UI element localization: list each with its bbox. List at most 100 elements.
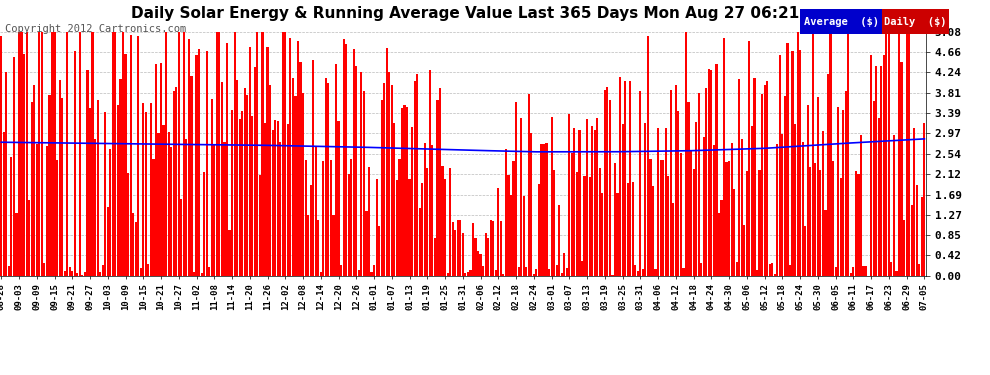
Bar xyxy=(664,128,667,276)
Bar xyxy=(391,85,393,276)
Bar xyxy=(736,262,738,276)
Bar xyxy=(865,266,867,276)
Bar xyxy=(878,118,880,276)
Bar xyxy=(685,32,687,276)
Bar xyxy=(125,54,127,276)
Bar xyxy=(469,270,471,276)
Bar xyxy=(320,272,322,276)
Bar xyxy=(913,128,916,276)
Bar xyxy=(343,39,345,276)
Bar xyxy=(427,168,429,276)
Bar xyxy=(386,48,388,276)
Bar xyxy=(365,210,367,276)
Bar xyxy=(203,172,205,276)
Bar xyxy=(599,168,601,276)
Bar xyxy=(761,93,763,276)
Bar xyxy=(172,91,175,276)
Bar xyxy=(190,76,192,276)
Bar xyxy=(852,267,854,276)
Bar xyxy=(256,28,258,276)
Bar xyxy=(248,47,250,276)
Bar xyxy=(140,268,142,276)
Bar xyxy=(154,63,157,276)
Bar xyxy=(622,124,624,276)
Bar xyxy=(657,128,659,276)
Bar xyxy=(703,137,705,276)
Bar xyxy=(229,230,231,276)
Bar xyxy=(654,269,656,276)
Bar xyxy=(840,177,842,276)
Bar xyxy=(662,160,664,276)
Bar xyxy=(338,121,340,276)
Bar xyxy=(328,83,330,276)
Bar xyxy=(888,28,890,276)
Bar xyxy=(170,147,172,276)
Bar xyxy=(325,78,327,276)
Bar xyxy=(305,160,307,276)
Bar xyxy=(640,91,642,276)
Bar xyxy=(294,96,297,276)
Bar xyxy=(924,123,926,276)
Bar xyxy=(451,222,453,276)
Bar xyxy=(282,28,284,276)
Bar xyxy=(708,69,710,276)
Bar xyxy=(340,265,343,276)
Bar xyxy=(378,226,380,276)
Bar xyxy=(185,139,187,276)
Bar xyxy=(508,175,510,276)
Bar xyxy=(162,125,164,276)
Bar xyxy=(758,170,760,276)
Bar xyxy=(875,66,877,276)
Bar xyxy=(531,133,533,276)
Bar xyxy=(591,126,593,276)
Bar xyxy=(193,272,195,276)
Bar xyxy=(854,171,857,276)
Bar xyxy=(297,41,299,276)
Bar xyxy=(81,275,83,276)
Bar xyxy=(195,55,198,276)
Bar xyxy=(104,112,106,276)
Bar xyxy=(832,161,835,276)
Bar xyxy=(145,112,147,276)
Bar xyxy=(406,107,408,276)
Bar xyxy=(444,179,446,276)
Bar xyxy=(456,220,458,276)
Bar xyxy=(375,179,377,276)
Bar xyxy=(687,102,690,276)
Bar xyxy=(231,110,233,276)
Bar xyxy=(588,177,591,276)
Bar xyxy=(160,63,162,276)
Bar xyxy=(198,49,200,276)
Bar xyxy=(120,79,122,276)
Bar xyxy=(716,64,718,276)
Bar xyxy=(442,166,444,276)
Bar xyxy=(844,91,846,276)
Bar xyxy=(594,130,596,276)
Bar xyxy=(39,28,41,276)
Bar xyxy=(68,267,71,276)
Bar xyxy=(723,38,725,276)
Bar xyxy=(635,265,637,276)
Bar xyxy=(698,93,700,276)
Bar xyxy=(114,28,117,276)
Bar xyxy=(335,64,338,276)
Bar xyxy=(520,118,523,276)
Bar xyxy=(416,74,418,276)
Bar xyxy=(370,272,372,276)
Bar xyxy=(545,143,547,276)
Bar xyxy=(807,105,809,276)
Bar xyxy=(571,153,573,276)
Bar xyxy=(107,207,109,276)
Bar xyxy=(820,170,822,276)
Bar xyxy=(789,265,791,276)
Bar xyxy=(459,220,461,276)
Bar xyxy=(596,118,598,276)
Bar xyxy=(165,28,167,276)
Bar xyxy=(771,263,773,276)
Bar xyxy=(289,38,291,276)
Bar xyxy=(794,123,796,276)
Bar xyxy=(809,167,812,276)
Bar xyxy=(536,269,538,276)
Bar xyxy=(604,90,606,276)
Bar xyxy=(510,195,512,276)
